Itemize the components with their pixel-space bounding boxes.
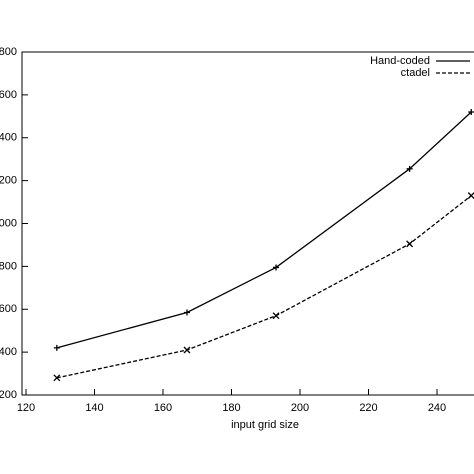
point-marker — [406, 165, 413, 172]
y-tick-label: 1000 — [0, 217, 17, 229]
series-line — [56, 111, 472, 349]
point-marker — [273, 264, 280, 271]
legend-label: Hand-coded — [370, 55, 430, 67]
x-tick-label: 140 — [85, 402, 103, 414]
y-tick-label: 1400 — [0, 132, 17, 144]
x-tick-label: 120 — [17, 402, 35, 414]
series-line — [56, 195, 472, 379]
y-tick-label: 1600 — [0, 89, 17, 101]
point-marker — [468, 109, 474, 116]
point-marker — [272, 312, 280, 320]
x-tick-label: 240 — [428, 402, 446, 414]
x-tick-label: 200 — [291, 402, 309, 414]
plot-frame — [21, 51, 474, 396]
point-marker — [53, 344, 60, 351]
point-marker — [183, 346, 191, 354]
y-tick-label: 1200 — [0, 175, 17, 187]
point-marker — [406, 240, 414, 248]
x-tick-label: 180 — [222, 402, 240, 414]
y-tick-label: 400 — [0, 346, 17, 358]
y-tick-label: 1800 — [0, 46, 17, 58]
point-marker — [467, 192, 474, 200]
y-tick-label: 200 — [0, 389, 17, 401]
x-tick-label: 220 — [359, 402, 377, 414]
point-marker — [183, 309, 190, 316]
point-marker — [53, 374, 61, 382]
x-axis-label: input grid size — [231, 419, 299, 431]
x-tick-label: 160 — [154, 402, 172, 414]
y-tick-label: 600 — [0, 303, 17, 315]
y-tick-label: 800 — [0, 260, 17, 272]
legend-label: ctadel — [401, 67, 430, 79]
